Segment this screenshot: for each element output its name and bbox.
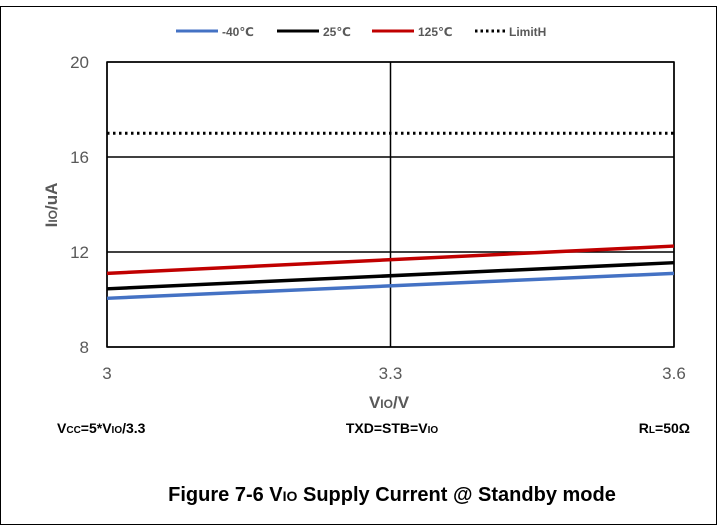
x-tick-label: 3	[102, 364, 111, 383]
grid-layer	[106, 61, 675, 348]
figure-caption: Figure 7-6 VIO Supply Current @ Standby …	[168, 484, 616, 506]
y-tick-label: 12	[70, 243, 89, 262]
legend-label-3: LimitH	[509, 25, 546, 39]
x-axis-title: VIO/V	[369, 393, 410, 412]
series-layer	[106, 131, 675, 301]
series-line-1	[106, 260, 675, 291]
legend-label-2: 125℃	[418, 25, 453, 39]
legend-layer: -40℃ 25℃ 125℃ LimitH	[176, 25, 546, 39]
x-tick-label: 3.3	[379, 364, 403, 383]
condition-rl: RL=50Ω	[639, 420, 690, 436]
y-tick-label: 16	[70, 148, 89, 167]
condition-txd: TXD=STB=VIO	[346, 420, 438, 436]
tick-layer: 8 12 16 20 3 3.3 3.6	[70, 53, 686, 383]
legend-label-1: 25℃	[323, 25, 351, 39]
legend-label-0: -40℃	[222, 25, 254, 39]
x-tick-label: 3.6	[662, 364, 686, 383]
y-axis-title: IIO/uA	[42, 183, 61, 228]
y-tick-label: 8	[80, 338, 89, 357]
series-line-2	[106, 244, 675, 276]
y-tick-label: 20	[70, 53, 89, 72]
series-line-0	[106, 271, 675, 301]
